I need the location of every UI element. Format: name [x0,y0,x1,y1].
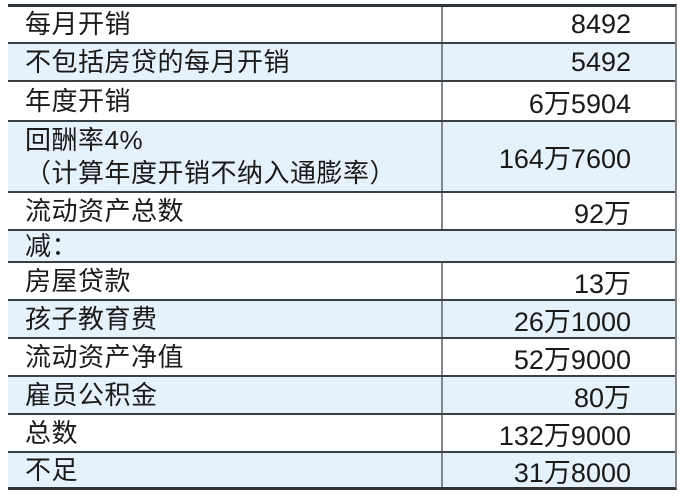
row-label-text: 流动资产总数 [25,195,185,226]
row-value: 5492 [441,44,675,80]
row-label-text: 年度开销 [25,85,132,116]
table-row: 总数 132万9000 [8,413,675,451]
row-label-text: 不包括房贷的每月开销 [25,46,291,77]
row-label: 不包括房贷的每月开销 [8,44,441,80]
table-row: 不足 31万8000 [8,451,675,488]
table-row: 回酬率4% （计算年度开销不纳入通膨率） 164万7600 [8,120,675,191]
row-label: 孩子教育费 [8,301,441,337]
row-label: 回酬率4% （计算年度开销不纳入通膨率） [8,122,441,191]
row-label-text: 孩子教育费 [25,303,158,334]
table-row: 流动资产总数 92万 [8,191,675,229]
row-label: 总数 [8,415,441,451]
row-label: 不足 [8,453,441,487]
row-label-text: 流动资产净值 [25,341,185,372]
row-value: 164万7600 [441,122,675,191]
row-label-text: 总数 [25,417,79,448]
row-label: 房屋贷款 [8,263,441,299]
row-value: 6万5904 [441,82,675,120]
table-row: 房屋贷款 13万 [8,261,675,299]
table-row: 流动资产净值 52万9000 [8,337,675,375]
table-row: 年度开销 6万5904 [8,80,675,120]
row-label-text: 回酬率4% [25,124,144,155]
row-label-text: 每月开销 [25,9,132,39]
table-row: 减： [8,229,675,261]
row-value: 52万9000 [441,339,675,375]
table-row: 每月开销 8492 [8,7,675,42]
row-label: 流动资产总数 [8,193,441,229]
row-label: 雇员公积金 [8,377,441,413]
row-value: 80万 [441,377,675,413]
financial-table: 每月开销 8492 不包括房贷的每月开销 5492 年度开销 6万5904 回酬… [8,4,677,490]
row-value: 26万1000 [441,301,675,337]
table-row: 雇员公积金 80万 [8,375,675,413]
table-row: 不包括房贷的每月开销 5492 [8,42,675,80]
row-label-text: 房屋贷款 [25,265,132,296]
row-value: 8492 [441,7,675,42]
row-value: 132万9000 [441,415,675,451]
table-row: 孩子教育费 26万1000 [8,299,675,337]
row-label-text: 雇员公积金 [25,379,158,410]
row-label: 流动资产净值 [8,339,441,375]
row-label: 每月开销 [8,7,441,42]
row-label-text: 减： [25,230,79,261]
financial-table-rows: 每月开销 8492 不包括房贷的每月开销 5492 年度开销 6万5904 回酬… [8,7,675,488]
row-value: 31万8000 [441,453,675,488]
row-label: 减： [8,231,675,261]
row-label: 年度开销 [8,82,441,120]
row-label-text: 不足 [25,454,79,485]
row-value: 13万 [441,263,675,299]
row-value: 92万 [441,193,675,229]
row-label-text-line2: （计算年度开销不纳入通膨率） [25,157,397,188]
